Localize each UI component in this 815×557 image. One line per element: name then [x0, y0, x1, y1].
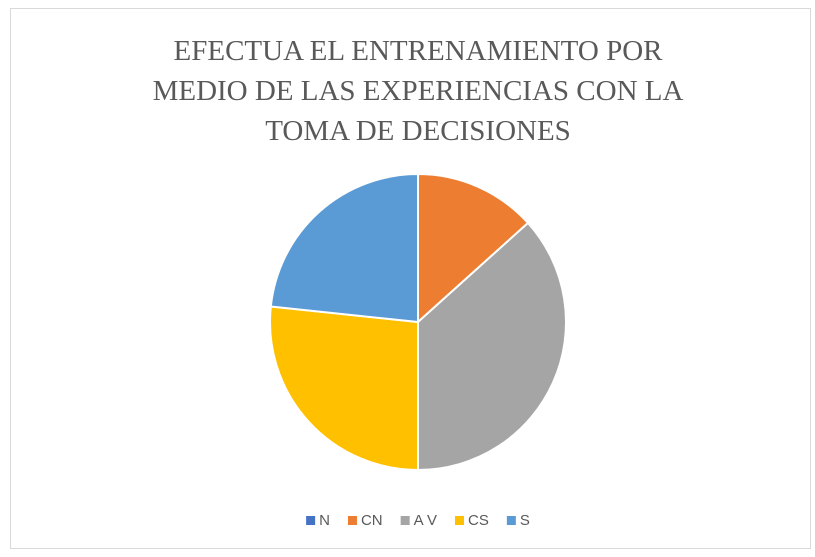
legend-label: N	[319, 512, 330, 529]
legend-label: CS	[468, 512, 489, 529]
legend-swatch	[347, 516, 357, 525]
pie-slice	[417, 221, 567, 472]
legend-label: CN	[361, 512, 383, 529]
legend-swatch	[455, 516, 465, 525]
pie-slice	[269, 305, 419, 472]
chart-title: TOMA DE DECISIONES	[265, 115, 571, 147]
pie-slice	[417, 172, 530, 325]
pie-slice	[269, 172, 419, 324]
chart-title: MEDIO DE LAS EXPERIENCIAS CON LA	[153, 75, 684, 107]
legend-swatch	[400, 516, 410, 525]
legend-label: A V	[414, 512, 437, 529]
legend-swatch	[306, 516, 316, 525]
legend-label: S	[520, 512, 530, 529]
legend-swatch	[506, 516, 516, 525]
chart-title: EFECTUA EL ENTRENAMIENTO POR	[174, 35, 664, 67]
